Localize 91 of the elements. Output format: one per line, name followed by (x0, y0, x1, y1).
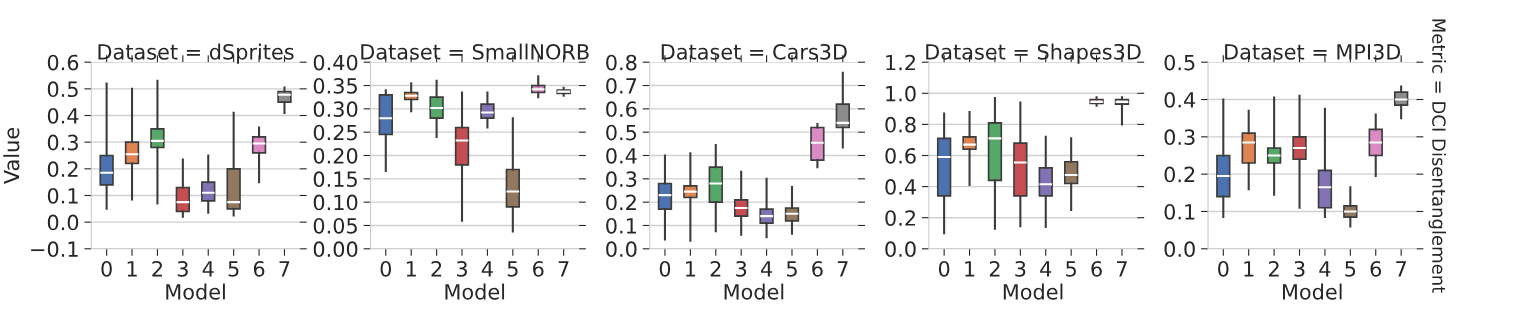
chart-title: Dataset = SmallNORB (361, 43, 589, 60)
x-tick-label: 7 (837, 261, 848, 277)
x-tick-label: 0 (101, 260, 112, 277)
chart-title: Dataset = Cars3D (661, 43, 847, 60)
y-tick-label: 0.1 (1164, 203, 1195, 220)
x-tick-label: 6 (533, 260, 544, 277)
y-tick-label: 1.2 (886, 54, 915, 71)
x-tick-label: 0 (1218, 260, 1229, 277)
x-tick-label: 5 (1345, 261, 1356, 277)
y-tick-label: 0.3 (47, 134, 78, 151)
x-tick-label: 1 (1244, 261, 1254, 277)
x-tick-label: 0 (938, 260, 950, 277)
y-tick-label: 0.10 (313, 194, 358, 211)
y-tick-label: 0.0 (606, 241, 637, 258)
x-tick-label: 1 (686, 261, 696, 277)
x-axis-title: Model (1282, 283, 1342, 300)
x-tick-label: 7 (279, 261, 290, 277)
chart-title: Dataset = dSprites (98, 43, 294, 64)
y-tick-label: 0.7 (606, 77, 637, 94)
y-tick-label: 0.35 (313, 77, 357, 94)
y-tick-label: 0.2 (1164, 166, 1195, 183)
x-tick-label: 4 (481, 261, 493, 277)
y-tick-label: 0.6 (47, 54, 79, 71)
x-tick-label: 4 (760, 261, 773, 277)
x-tick-label: 3 (177, 260, 188, 277)
x-tick-label: 2 (710, 260, 721, 277)
y-tick-label: 0.1 (606, 217, 636, 234)
x-tick-label: 5 (786, 261, 797, 277)
y-tick-label: 0.2 (606, 194, 636, 211)
y-tick-label: 0.5 (1164, 54, 1195, 71)
x-tick-label: 2 (1269, 260, 1279, 277)
x-tick-label: 6 (812, 260, 823, 277)
y-tick-label: 0.1 (47, 187, 78, 204)
x-tick-label: 4 (1040, 261, 1052, 277)
x-axis-title: Model (445, 283, 505, 300)
y-tick-label: −0.1 (31, 241, 78, 258)
y-tick-label: 0.4 (1164, 91, 1196, 108)
x-tick-label: 7 (1396, 261, 1406, 277)
x-tick-label: 2 (989, 260, 1000, 277)
x-tick-label: 7 (1117, 261, 1127, 277)
y-tick-label: 0.25 (313, 124, 357, 141)
x-tick-label: 3 (1294, 260, 1305, 277)
y-tick-label: 0.0 (885, 241, 916, 258)
x-axis-title: Model (724, 283, 784, 300)
x-tick-label: 0 (659, 260, 671, 277)
y-tick-label: 0.6 (885, 147, 916, 164)
y-tick-label: 0.5 (47, 81, 78, 98)
x-tick-label: 2 (431, 260, 442, 277)
y-tick-label: 0.4 (885, 179, 916, 195)
y-tick-label: 0.4 (606, 147, 637, 164)
y-tick-label: 0.40 (313, 54, 358, 71)
x-tick-label: 1 (127, 261, 137, 277)
x-tick-label: 3 (736, 260, 747, 277)
y-tick-label: 0.8 (885, 116, 916, 133)
y-tick-label: 0.05 (313, 217, 357, 234)
x-tick-label: 5 (1066, 261, 1076, 277)
y-tick-label: 0.2 (885, 210, 915, 226)
y-tick-label: 0.20 (313, 147, 358, 164)
chart-title: Dataset = MPI3D (1225, 43, 1401, 60)
x-tick-label: 1 (965, 261, 975, 277)
x-tick-label: 1 (406, 261, 416, 277)
y-tick-label: 0.4 (47, 107, 79, 124)
y-tick-label: 0.5 (606, 124, 637, 141)
x-tick-label: 4 (1319, 261, 1331, 277)
x-tick-label: 5 (507, 261, 518, 277)
y-tick-label: 0.15 (313, 171, 357, 188)
y-tick-label: 0.3 (606, 171, 637, 188)
y-tick-label: 1.0 (886, 85, 916, 102)
text: Metric = DCI Disentanglement (1428, 19, 1447, 293)
x-tick-label: 6 (1370, 260, 1382, 277)
y-tick-label: 0.30 (313, 101, 358, 118)
y-axis-title: Value (3, 128, 20, 184)
x-tick-label: 2 (152, 260, 162, 277)
y-tick-label: 0.2 (47, 161, 78, 178)
x-axis-title: Model (1003, 283, 1063, 300)
x-tick-label: 6 (253, 260, 265, 277)
y-tick-label: 0.8 (606, 54, 637, 71)
x-tick-label: 3 (1015, 260, 1026, 277)
y-tick-label: 0.0 (47, 214, 79, 231)
y-tick-label: 0.6 (606, 101, 637, 118)
x-axis-title: Model (166, 283, 225, 300)
x-tick-label: 6 (1091, 260, 1102, 277)
x-tick-label: 7 (558, 261, 569, 277)
x-tick-label: 4 (202, 261, 214, 277)
y-tick-label: 0.3 (1164, 129, 1195, 146)
chart-title: Dataset = Shapes3D (926, 43, 1141, 64)
y-tick-label: 0.00 (313, 241, 358, 258)
x-tick-label: 5 (228, 261, 239, 277)
x-tick-label: 3 (456, 260, 467, 277)
y-tick-label: 0.0 (1164, 241, 1195, 258)
x-tick-label: 0 (380, 260, 392, 277)
